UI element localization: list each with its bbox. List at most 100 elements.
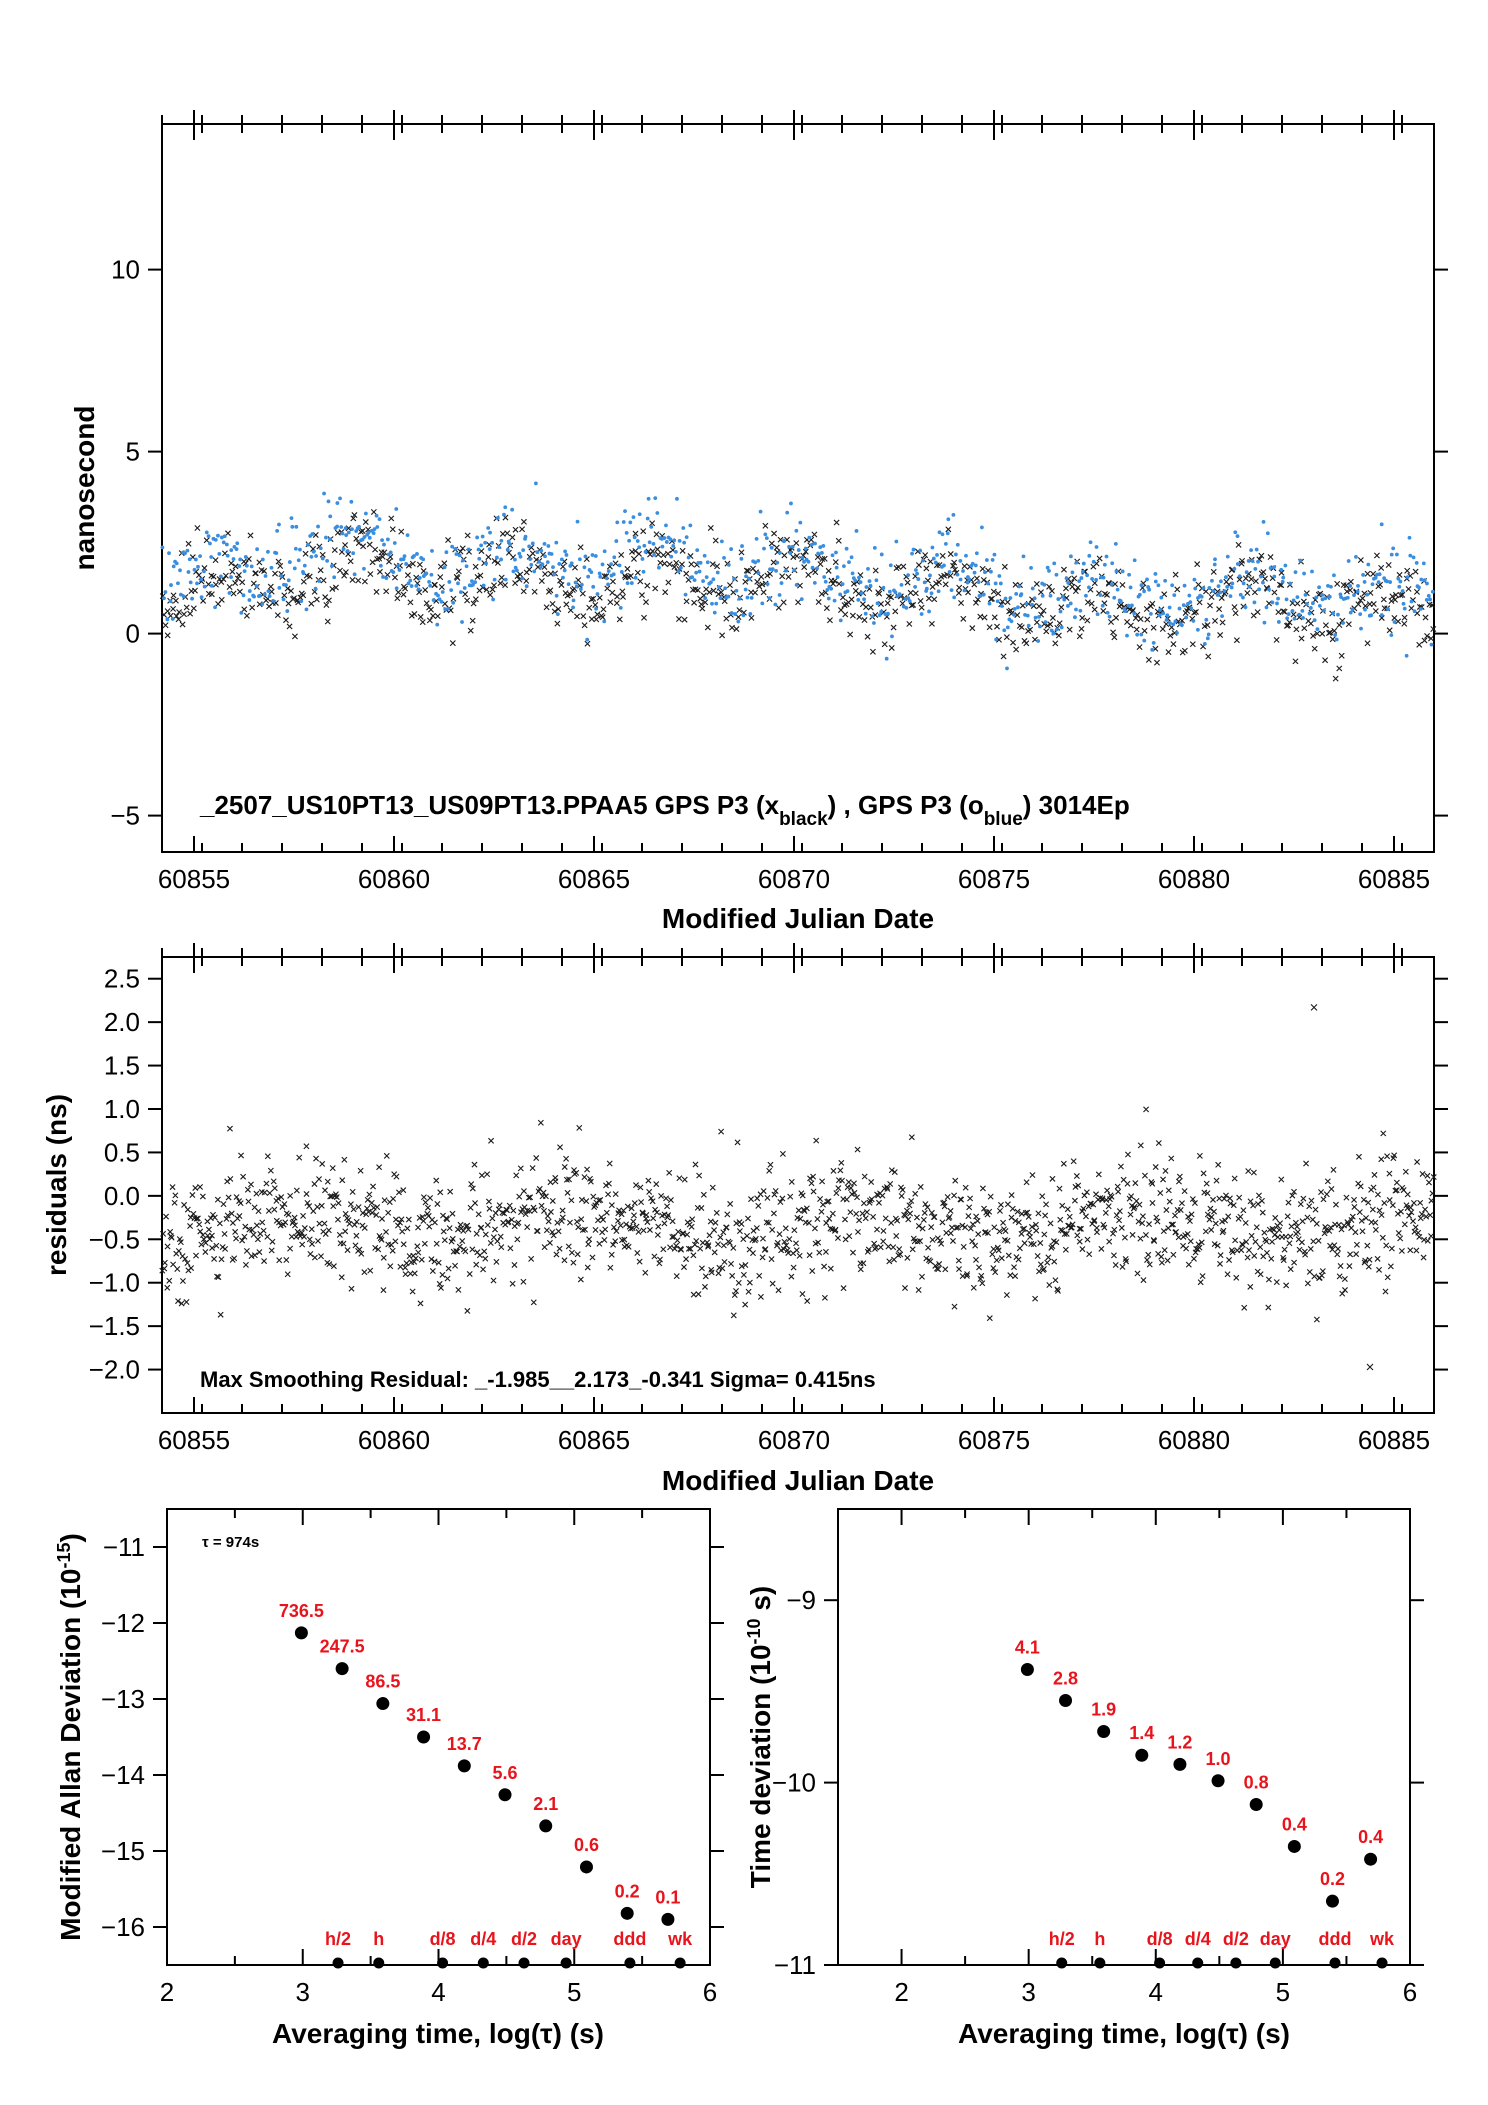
residual-point — [376, 1164, 383, 1171]
residual-point — [1172, 1212, 1178, 1219]
phase-point-black — [1076, 633, 1083, 640]
allan-point-label: 13.7 — [447, 1734, 482, 1754]
phase-point-blue — [915, 571, 919, 576]
phase-point-blue — [1038, 624, 1042, 629]
residual-point-max — [1310, 1003, 1318, 1011]
tdev-point-label: 0.4 — [1282, 1814, 1307, 1834]
phase-point-blue — [573, 580, 578, 585]
residual-point — [915, 1287, 922, 1293]
residual-point — [726, 1239, 733, 1246]
residual-point — [986, 1315, 993, 1322]
allan-deviation-panel: 2 3 4 5 6−16−15−14−13−12−11 736.5247.586.531… — [54, 1508, 724, 2049]
phase-point-black — [881, 641, 888, 648]
phase-point-blue — [965, 580, 970, 585]
residual-point — [1392, 1187, 1399, 1194]
phase-point-black — [247, 532, 254, 539]
phase-point-black — [357, 528, 364, 535]
residual-point — [478, 1172, 485, 1179]
residual-point — [947, 1207, 954, 1214]
residual-point — [600, 1216, 607, 1223]
residual-point — [345, 1216, 352, 1223]
phase-point-black — [417, 613, 424, 620]
phase-point-blue — [826, 596, 831, 601]
phase-point-blue — [1130, 603, 1134, 608]
phase-point-blue — [684, 535, 689, 540]
residual-point — [1402, 1168, 1409, 1175]
phase-point-black — [1205, 653, 1212, 660]
residual-point — [601, 1236, 608, 1243]
phase-point-blue — [502, 512, 506, 517]
phase-point-blue — [862, 597, 866, 602]
residual-point — [380, 1287, 387, 1294]
phase-point-black — [230, 590, 237, 597]
phase-point-blue — [958, 559, 963, 563]
residual-point — [1343, 1194, 1350, 1201]
phase-point-black — [497, 580, 504, 587]
phase-point-blue — [1184, 615, 1189, 620]
phase-point-blue — [277, 522, 281, 527]
residual-point — [1047, 1220, 1054, 1227]
residual-point — [590, 1193, 597, 1200]
phase-point-blue — [874, 578, 879, 583]
phase-point-black — [710, 587, 717, 594]
phase-point-blue — [1241, 595, 1245, 600]
phase-point-blue — [849, 555, 854, 560]
phase-point-black — [1401, 614, 1408, 621]
phase-point-blue — [439, 599, 444, 604]
residual-point — [1149, 1199, 1156, 1206]
allan-x-axis-title-tau: τ — [540, 2018, 553, 2049]
residual-point — [918, 1273, 925, 1280]
phase-point-blue — [1276, 596, 1280, 601]
residual-point — [556, 1245, 563, 1252]
phase-point-black — [922, 552, 929, 559]
residual-point — [1419, 1170, 1426, 1177]
residual-point — [917, 1183, 924, 1190]
phase-point-black — [1217, 632, 1224, 639]
phase-point-black — [395, 589, 402, 596]
residual-point — [498, 1244, 505, 1251]
residual-point — [1351, 1203, 1358, 1210]
phase-point-black — [826, 617, 833, 624]
residual-point — [888, 1219, 895, 1226]
phase-point-blue — [1132, 611, 1137, 616]
residual-point — [734, 1139, 741, 1146]
residual-point — [1227, 1200, 1234, 1207]
phase-point-blue — [1405, 575, 1410, 580]
phase-point-black — [1112, 581, 1119, 588]
residual-point — [630, 1218, 637, 1225]
phase-point-blue — [1062, 597, 1067, 602]
phase-point-black — [790, 554, 797, 561]
residual-point — [478, 1224, 485, 1231]
residual-point — [307, 1250, 314, 1257]
residual-point — [417, 1300, 424, 1307]
residual-point — [772, 1188, 779, 1194]
phase-point-black — [832, 559, 839, 566]
residual-point — [584, 1166, 591, 1173]
residual-point — [164, 1243, 171, 1250]
residual-point — [1212, 1220, 1219, 1227]
residual-point — [1005, 1252, 1012, 1259]
residual-point — [1160, 1228, 1167, 1235]
residual-point — [473, 1261, 480, 1268]
phase-point-black — [1336, 665, 1343, 672]
phase-point-blue — [555, 612, 560, 617]
phase-point-blue — [1115, 587, 1120, 592]
phase-point-blue — [362, 566, 366, 571]
tdev-point — [1059, 1694, 1073, 1708]
phase-point-blue — [430, 549, 434, 553]
residual-point — [698, 1205, 705, 1212]
phase-point-blue — [711, 577, 716, 582]
residual-point — [1411, 1228, 1418, 1235]
phase-point-black — [1401, 620, 1408, 627]
phase-point-blue — [219, 574, 223, 579]
residual-point — [217, 1311, 224, 1318]
phase-point-blue — [890, 634, 894, 639]
residual-point — [731, 1292, 738, 1299]
phase-point-blue — [628, 520, 633, 525]
residual-point — [464, 1307, 471, 1314]
residual-point — [1188, 1211, 1195, 1218]
allan-point — [294, 1626, 308, 1640]
phase-point-black — [910, 601, 917, 608]
phase-point-blue — [1074, 560, 1079, 565]
phase-point-blue — [1407, 535, 1412, 540]
